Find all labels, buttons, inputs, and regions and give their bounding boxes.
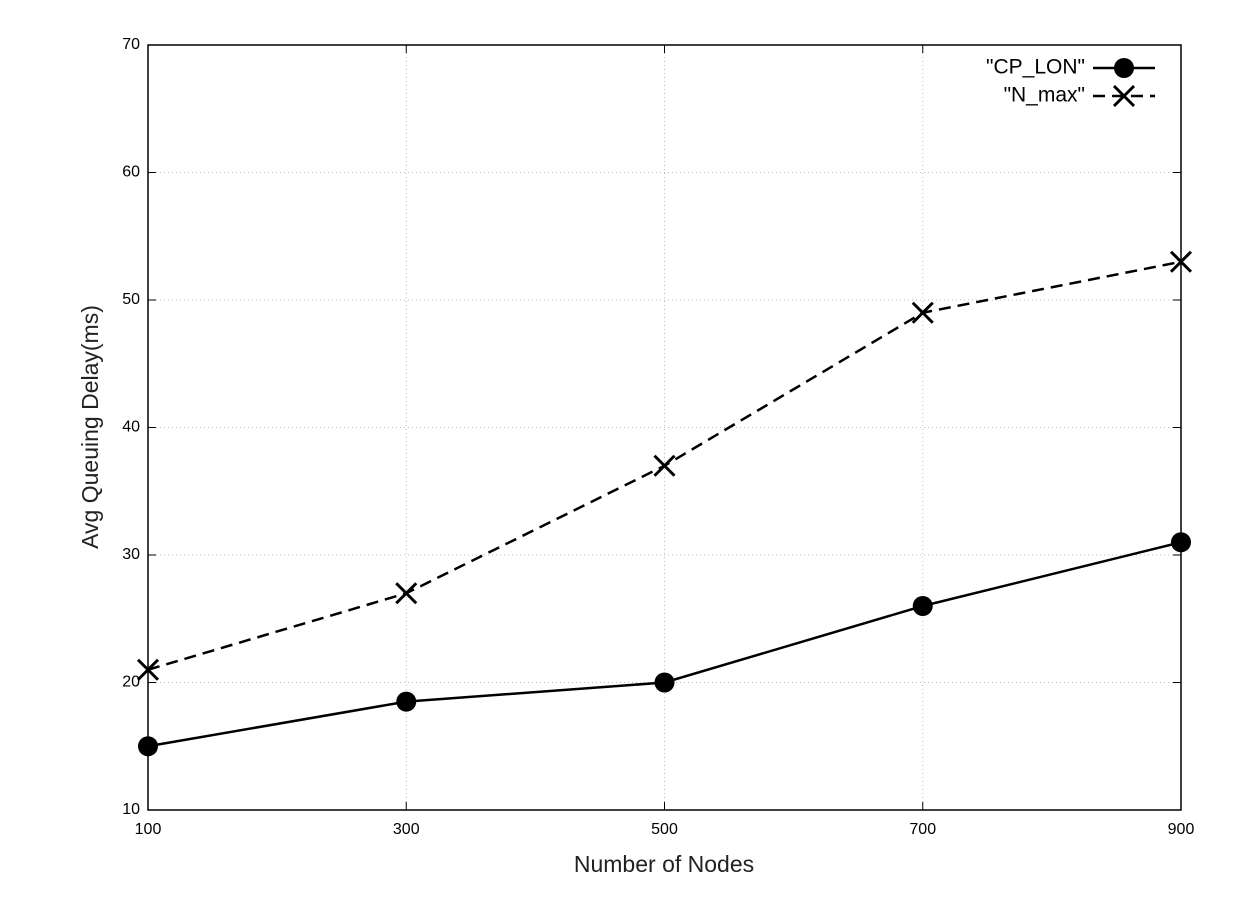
legend-marker <box>1112 84 1136 108</box>
plot-frame <box>147 44 1182 811</box>
point <box>911 301 934 324</box>
y-tick-label: 10 <box>122 801 140 818</box>
legend-marker <box>1114 58 1134 78</box>
legend-label: "N_max" <box>1004 84 1085 107</box>
x-tick-label: 300 <box>393 821 420 838</box>
point <box>653 454 676 477</box>
x-axis-label: Number of Nodes <box>574 851 754 877</box>
point <box>395 582 418 605</box>
y-tick-label: 60 <box>122 164 140 181</box>
point <box>136 658 160 681</box>
y-tick-label: 20 <box>122 674 140 691</box>
point <box>654 672 675 693</box>
x-tick-label: 100 <box>135 821 162 838</box>
point <box>138 736 158 757</box>
y-tick-label: 40 <box>122 419 140 436</box>
legend-label: "CP_LON" <box>986 56 1085 79</box>
y-tick-label: 50 <box>122 291 140 308</box>
x-tick-label: 500 <box>651 821 678 838</box>
y-tick-label: 30 <box>122 546 140 563</box>
point <box>1169 250 1193 273</box>
x-tick-label: 900 <box>1168 821 1195 838</box>
y-tick-label: 70 <box>122 36 140 53</box>
point <box>396 691 417 712</box>
point <box>912 596 933 616</box>
y-axis-label: Avg Queuing Delay(ms) <box>77 305 103 549</box>
x-tick-label: 700 <box>909 821 936 838</box>
point <box>1171 532 1191 553</box>
series-line <box>147 541 1182 748</box>
